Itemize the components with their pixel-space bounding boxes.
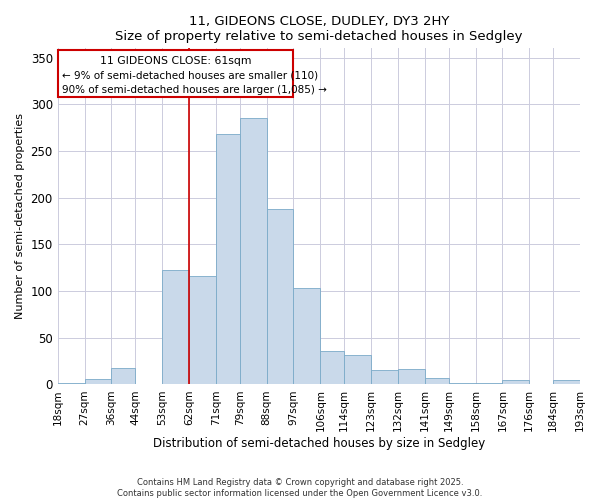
Text: 90% of semi-detached houses are larger (1,085) →: 90% of semi-detached houses are larger (… xyxy=(62,84,327,94)
Text: ← 9% of semi-detached houses are smaller (110): ← 9% of semi-detached houses are smaller… xyxy=(62,70,318,81)
Bar xyxy=(293,288,320,384)
Bar xyxy=(449,382,476,384)
Text: Contains HM Land Registry data © Crown copyright and database right 2025.
Contai: Contains HM Land Registry data © Crown c… xyxy=(118,478,482,498)
Bar xyxy=(85,379,112,384)
Bar xyxy=(344,354,371,384)
Bar xyxy=(371,370,398,384)
Bar xyxy=(476,382,502,384)
Bar xyxy=(216,134,240,384)
Bar xyxy=(266,209,293,384)
Bar xyxy=(320,351,344,384)
Bar xyxy=(162,270,189,384)
X-axis label: Distribution of semi-detached houses by size in Sedgley: Distribution of semi-detached houses by … xyxy=(153,437,485,450)
Text: 11 GIDEONS CLOSE: 61sqm: 11 GIDEONS CLOSE: 61sqm xyxy=(100,56,251,66)
Title: 11, GIDEONS CLOSE, DUDLEY, DY3 2HY
Size of property relative to semi-detached ho: 11, GIDEONS CLOSE, DUDLEY, DY3 2HY Size … xyxy=(115,15,523,43)
Bar xyxy=(425,378,449,384)
Bar xyxy=(553,380,580,384)
Bar xyxy=(112,368,135,384)
Bar xyxy=(189,276,216,384)
Bar xyxy=(398,368,425,384)
Y-axis label: Number of semi-detached properties: Number of semi-detached properties xyxy=(15,114,25,320)
Bar xyxy=(58,382,85,384)
Bar xyxy=(240,118,266,384)
Bar xyxy=(58,50,293,97)
Bar xyxy=(502,380,529,384)
